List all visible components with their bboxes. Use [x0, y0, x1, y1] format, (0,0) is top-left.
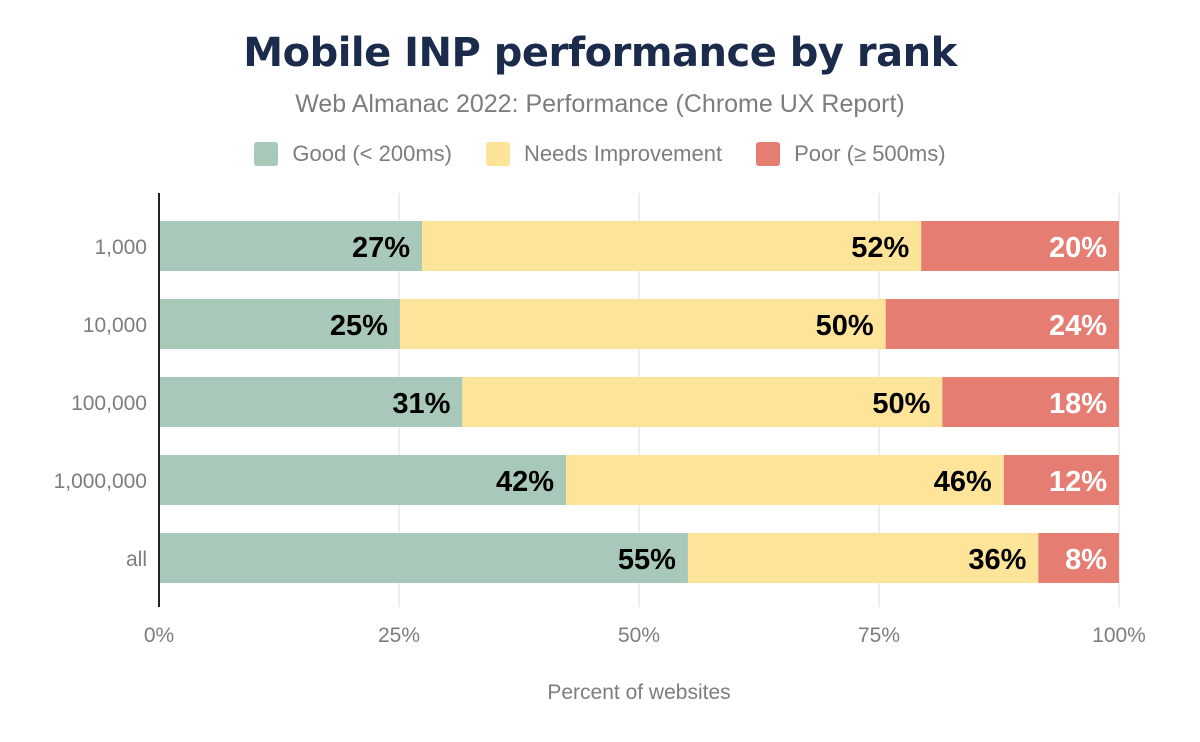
bar-segment — [159, 221, 423, 271]
data-label: 55% — [618, 544, 676, 576]
bar-segment — [422, 221, 922, 271]
data-label: 50% — [872, 388, 930, 420]
data-label: 8% — [1065, 544, 1107, 576]
y-tick-label: 1,000,000 — [54, 470, 147, 493]
legend: Good (< 200ms) Needs Improvement Poor (≥… — [0, 141, 1200, 167]
bar-segment — [942, 377, 1119, 427]
data-label: 18% — [1049, 388, 1107, 420]
x-tick-label: 75% — [858, 624, 900, 647]
legend-label: Poor (≥ 500ms) — [794, 141, 946, 166]
legend-swatch — [756, 142, 781, 166]
bar-segment — [159, 377, 463, 427]
chart-title: Mobile INP performance by rank — [243, 30, 957, 76]
bar-segment — [921, 221, 1119, 271]
bar-segment — [159, 299, 400, 349]
x-tick-label: 0% — [144, 624, 174, 647]
legend-swatch — [254, 142, 279, 166]
data-label: 25% — [330, 310, 388, 342]
bar-segment — [566, 455, 1004, 505]
x-tick-label: 100% — [1092, 624, 1146, 647]
y-tick-label: 1,000 — [94, 236, 147, 259]
legend-item-poor[interactable]: Poor (≥ 500ms) — [756, 141, 946, 167]
bar-segment — [1038, 533, 1119, 583]
data-label: 46% — [934, 466, 992, 498]
bar-segment — [885, 299, 1119, 349]
legend-item-good[interactable]: Good (< 200ms) — [254, 141, 452, 167]
legend-swatch — [486, 142, 510, 166]
data-label: 24% — [1049, 310, 1107, 342]
bar-segment — [687, 533, 1039, 583]
data-label: 20% — [1049, 232, 1107, 264]
legend-label: Needs Improvement — [524, 141, 723, 166]
data-label: 27% — [352, 232, 410, 264]
data-label: 31% — [392, 388, 450, 420]
data-label: 12% — [1049, 466, 1107, 498]
legend-item-needs-improvement[interactable]: Needs Improvement — [486, 141, 722, 167]
y-tick-label: all — [126, 548, 147, 571]
bar-segment — [1003, 455, 1119, 505]
x-tick-label: 25% — [378, 624, 420, 647]
x-axis-title: Percent of websites — [547, 681, 730, 704]
data-label: 52% — [851, 232, 909, 264]
x-tick-label: 50% — [618, 624, 660, 647]
bar-segment — [462, 377, 943, 427]
bar-segment — [399, 299, 886, 349]
data-label: 36% — [968, 544, 1026, 576]
data-label: 42% — [496, 466, 554, 498]
y-tick-label: 100,000 — [71, 392, 147, 415]
bar-segment — [159, 533, 688, 583]
chart-subtitle: Web Almanac 2022: Performance (Chrome UX… — [295, 90, 905, 118]
y-tick-label: 10,000 — [83, 314, 147, 337]
legend-label: Good (< 200ms) — [292, 141, 452, 166]
bar-segment — [159, 455, 567, 505]
data-label: 50% — [816, 310, 874, 342]
